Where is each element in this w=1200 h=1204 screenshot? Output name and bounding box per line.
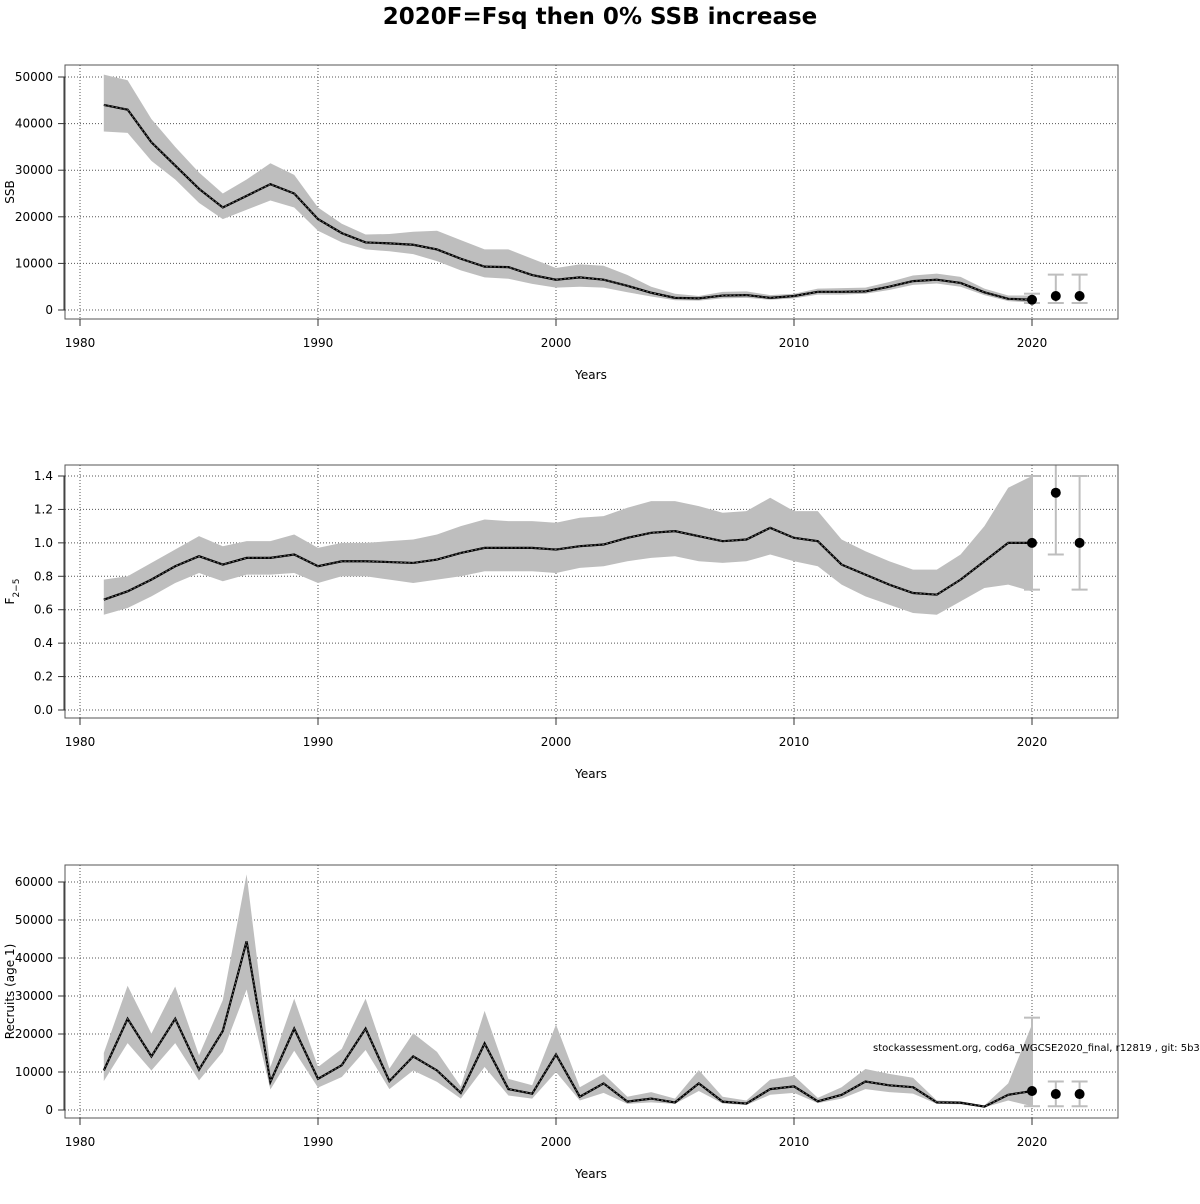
y-axis-label: SSB: [3, 180, 17, 203]
plot-area: [102, 874, 1088, 1108]
y-tick-label: 30000: [15, 989, 53, 1003]
y-tick-label: 40000: [15, 117, 53, 131]
y-axis-label: Recruits (age 1): [3, 944, 17, 1040]
y-tick-label: 40000: [15, 951, 53, 965]
y-tick-label: 0: [45, 303, 53, 317]
y-tick-label: 0.4: [34, 636, 53, 650]
x-tick-label: 2000: [541, 336, 572, 350]
forecast-point: [1050, 487, 1061, 498]
x-tick-label: 1980: [65, 735, 96, 749]
x-tick-label: 1990: [303, 1135, 334, 1149]
estimate-line-dash: [103, 941, 1033, 1108]
panel-1: 1980 1990 2000 2010 2020 0 10000 20000 30000 4000…: [3, 64, 1119, 382]
y-axis-label: F2−5: [3, 579, 22, 605]
x-tick-label: 2020: [1017, 336, 1048, 350]
x-tick-label: 2000: [541, 1135, 572, 1149]
x-tick-label: 2020: [1017, 1135, 1048, 1149]
forecast-point: [1027, 1086, 1037, 1096]
x-tick-label: 2010: [779, 1135, 810, 1149]
x-tick-label: 2010: [779, 336, 810, 350]
forecast-point: [1074, 291, 1085, 302]
x-axis-label: Years: [574, 767, 607, 781]
chart-title: 2020F=Fsq then 0% SSB increase: [383, 4, 818, 30]
y-tick-label: 20000: [15, 1027, 53, 1041]
x-tick-label: 1980: [65, 336, 96, 350]
y-tick-label: 20000: [15, 210, 53, 224]
x-axis-label: Years: [574, 368, 607, 382]
plot-area: [103, 74, 1088, 305]
y-tick-label: 60000: [15, 875, 53, 889]
estimate-line-dash: [103, 527, 1032, 601]
y-tick-label: 0.6: [34, 603, 53, 617]
y-tick-label: 30000: [15, 163, 53, 177]
y-tick-label: 10000: [15, 1065, 53, 1079]
y-tick-label: 10000: [15, 256, 53, 270]
y-tick-label: 50000: [15, 913, 53, 927]
x-tick-label: 1980: [65, 1135, 96, 1149]
x-tick-label: 1990: [303, 735, 334, 749]
forecast-point: [1074, 1089, 1085, 1100]
y-tick-label: 50000: [15, 70, 53, 84]
x-tick-label: 2000: [541, 735, 572, 749]
y-tick-label: 1.4: [34, 469, 53, 483]
y-tick-label: 0: [45, 1103, 53, 1117]
x-tick-label: 2020: [1017, 735, 1048, 749]
confidence-band: [103, 476, 1033, 615]
y-tick-label: 0.8: [34, 569, 53, 583]
forecast-point: [1050, 1089, 1061, 1100]
y-tick-label: 1.0: [34, 536, 53, 550]
plot-frame: [64, 64, 1119, 320]
x-tick-label: 1990: [303, 336, 334, 350]
confidence-band: [103, 74, 1033, 303]
watermark: stockassessment.org, cod6a_WGCSE2020_fin…: [873, 1043, 1200, 1054]
x-tick-label: 2010: [779, 735, 810, 749]
confidence-band: [103, 874, 1033, 1108]
forecast-point: [1050, 291, 1061, 302]
y-tick-label: 0.0: [34, 703, 53, 717]
estimate-line-dash: [103, 104, 1033, 301]
y-tick-label: 0.2: [34, 670, 53, 684]
panel-2: 1980 1990 2000 2010 2020 0.0 0.2 0.4 0.6 0.8 1.0 1.…: [3, 464, 1119, 781]
forecast-point: [1027, 294, 1037, 305]
panel-3: 1980 1990 2000 2010 2020 0 10000 20000 30000 4000…: [3, 864, 1119, 1181]
y-axis-label-subscript: 2−5: [12, 579, 22, 598]
forecast-point: [1074, 537, 1085, 548]
x-axis-label: Years: [574, 1167, 607, 1181]
y-tick-label: 1.2: [34, 502, 53, 516]
forecast-point: [1027, 537, 1037, 548]
plot-area: [103, 465, 1088, 615]
plot-frame: [64, 864, 1119, 1119]
plot-frame: [64, 464, 1119, 719]
